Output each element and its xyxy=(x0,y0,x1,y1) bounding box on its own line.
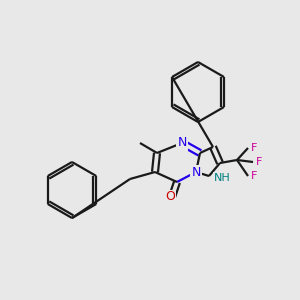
Text: N: N xyxy=(191,166,201,178)
Text: N: N xyxy=(177,136,187,149)
Text: F: F xyxy=(256,157,262,167)
Text: F: F xyxy=(251,143,257,153)
Text: NH: NH xyxy=(214,173,231,183)
Text: O: O xyxy=(165,190,175,203)
Text: F: F xyxy=(251,171,257,181)
